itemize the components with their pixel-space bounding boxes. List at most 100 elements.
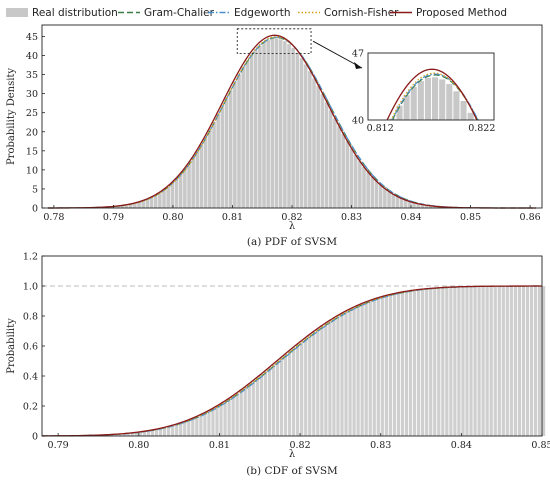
histogram-bar: [114, 434, 118, 436]
histogram-bar: [116, 206, 120, 208]
histogram-bar: [505, 286, 509, 436]
x-tick-label: 0.79: [48, 440, 69, 451]
histogram-bar: [388, 294, 393, 436]
histogram-bar: [141, 200, 145, 208]
histogram-bar: [437, 206, 441, 208]
histogram-bar: [227, 398, 231, 436]
inset-bar: [467, 112, 474, 120]
x-tick-label: 0.83: [370, 440, 391, 451]
histogram-bar: [358, 161, 362, 208]
histogram-bar: [316, 86, 320, 208]
inset-bar: [446, 84, 453, 120]
histogram-bar: [340, 313, 344, 436]
inset-series-line: [391, 73, 479, 120]
y-tick-label: 45: [26, 32, 38, 43]
histogram-bar: [304, 337, 308, 436]
legend: Real distribution Gram-Chalier Edgeworth Co…: [6, 7, 507, 19]
histogram-bar: [333, 118, 337, 208]
histogram-bar: [175, 424, 179, 436]
chart-caption: (a) PDF of SVSM: [247, 236, 337, 248]
inset-bar: [453, 91, 460, 120]
histogram-bar: [133, 203, 137, 208]
histogram-bar: [149, 197, 154, 208]
histogram-bar: [542, 286, 546, 436]
histogram-bar: [170, 182, 175, 208]
legend-swatch-bar: [6, 8, 28, 17]
histogram-bar: [120, 205, 125, 208]
histogram-bar: [328, 320, 332, 436]
histogram-bar: [521, 286, 526, 436]
histogram-bar: [383, 188, 387, 208]
histogram-bar: [108, 206, 112, 208]
histogram-bar: [316, 328, 320, 436]
histogram-bar: [128, 204, 133, 208]
x-tick-label: 0.81: [209, 440, 230, 451]
histogram-bar: [145, 199, 150, 208]
histogram-bar: [162, 189, 166, 208]
histogram-bar: [219, 403, 223, 436]
histogram-bar: [429, 288, 433, 436]
histogram-bar: [171, 425, 175, 436]
histogram-bar: [262, 42, 266, 209]
histogram-bar: [124, 204, 129, 208]
histogram-bar: [191, 157, 195, 208]
histogram-bar: [399, 198, 404, 208]
inset-bar: [424, 77, 432, 120]
x-tick-label: 0.81: [222, 212, 243, 223]
y-tick-label: 0.8: [23, 312, 38, 323]
histogram-bar: [287, 350, 292, 436]
histogram-bar: [137, 202, 141, 208]
zoom-arrow: [312, 40, 363, 69]
inset-x-tick-label: 0.822: [468, 123, 495, 134]
inset-bar: [396, 105, 403, 120]
histogram-bar: [199, 414, 203, 436]
y-axis-label: Probability Density: [6, 68, 17, 165]
histogram-bar: [501, 286, 505, 436]
histogram-bar: [372, 298, 376, 436]
legend-label: Real distribution: [32, 7, 118, 19]
histogram-bar: [174, 178, 179, 208]
histogram-bar: [400, 291, 405, 436]
histogram-bar: [245, 60, 250, 209]
histogram-bar: [387, 191, 391, 208]
histogram-bar: [312, 78, 316, 209]
inset-y-tick-label: 40: [352, 116, 364, 127]
histogram-bar: [416, 203, 420, 208]
histogram-bar: [424, 205, 429, 208]
inset-bar: [439, 79, 446, 120]
histogram-bar: [243, 386, 247, 436]
histogram-bar: [345, 141, 350, 208]
histogram-bar: [374, 181, 379, 208]
histogram-bar: [461, 286, 465, 436]
histogram-bar: [233, 81, 237, 208]
histogram-bar: [473, 286, 477, 436]
histogram-bar: [126, 433, 130, 436]
inset-frame: [367, 52, 495, 121]
histogram-bar: [328, 110, 333, 208]
y-tick-label: 20: [26, 127, 38, 138]
inset-bar: [417, 81, 424, 120]
histogram-bar: [425, 288, 429, 436]
histogram-bar: [258, 45, 262, 209]
histogram-bar: [497, 286, 501, 436]
histogram-bar: [320, 94, 325, 208]
histogram-bar: [118, 433, 122, 436]
histogram-bar: [349, 148, 354, 208]
histogram-bar: [187, 163, 191, 208]
histogram-bar: [364, 301, 368, 436]
histogram-bar: [352, 307, 356, 436]
histogram-bar: [154, 429, 159, 436]
histogram-bar: [292, 347, 296, 436]
histogram-bar: [291, 47, 295, 208]
x-tick-label: 0.80: [162, 212, 183, 223]
histogram-bar: [247, 383, 251, 436]
inset-series-line: [390, 72, 478, 120]
histogram-bar: [533, 286, 538, 436]
histogram-bar: [235, 392, 239, 436]
histogram-bar: [142, 431, 147, 436]
x-tick-label: 0.85: [460, 212, 481, 223]
histogram-bar: [433, 288, 437, 436]
histogram-bar: [278, 39, 283, 209]
x-axis-label: λ: [289, 221, 296, 232]
histogram-bar: [130, 432, 134, 436]
